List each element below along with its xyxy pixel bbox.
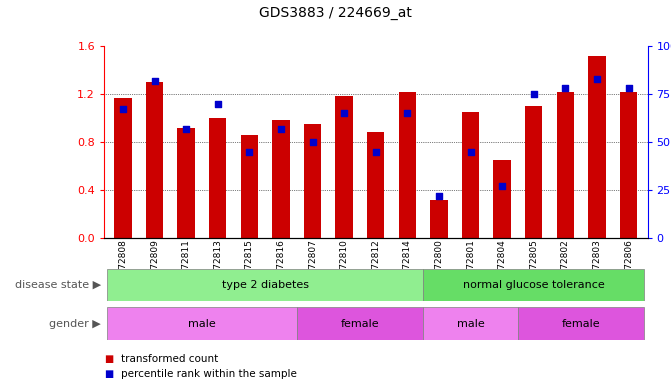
Text: male: male xyxy=(457,318,484,329)
Point xyxy=(528,91,539,97)
Text: percentile rank within the sample: percentile rank within the sample xyxy=(121,369,297,379)
Point xyxy=(465,149,476,155)
Bar xyxy=(304,124,321,238)
Point xyxy=(307,139,318,145)
Bar xyxy=(493,160,511,238)
Bar xyxy=(146,82,163,238)
Bar xyxy=(423,269,644,301)
Point xyxy=(244,149,255,155)
Point xyxy=(276,126,287,132)
Text: female: female xyxy=(562,318,601,329)
Point xyxy=(592,76,603,82)
Bar xyxy=(430,200,448,238)
Text: gender ▶: gender ▶ xyxy=(49,318,101,329)
Text: ■: ■ xyxy=(104,354,113,364)
Point xyxy=(433,193,444,199)
Bar xyxy=(114,98,132,238)
Point xyxy=(180,126,191,132)
Bar xyxy=(107,269,423,301)
Point xyxy=(339,110,350,116)
Point xyxy=(370,149,381,155)
Bar xyxy=(518,307,644,340)
Bar xyxy=(399,92,416,238)
Text: disease state ▶: disease state ▶ xyxy=(15,280,101,290)
Text: GDS3883 / 224669_at: GDS3883 / 224669_at xyxy=(259,6,412,20)
Text: type 2 diabetes: type 2 diabetes xyxy=(221,280,309,290)
Bar xyxy=(177,127,195,238)
Text: transformed count: transformed count xyxy=(121,354,218,364)
Point xyxy=(560,85,571,91)
Bar xyxy=(272,121,290,238)
Text: normal glucose tolerance: normal glucose tolerance xyxy=(463,280,605,290)
Bar xyxy=(241,135,258,238)
Bar xyxy=(525,106,542,238)
Text: ■: ■ xyxy=(104,369,113,379)
Bar xyxy=(107,307,297,340)
Point xyxy=(149,78,160,84)
Bar xyxy=(557,92,574,238)
Point xyxy=(117,106,128,113)
Point xyxy=(213,101,223,107)
Point xyxy=(402,110,413,116)
Text: male: male xyxy=(188,318,216,329)
Bar xyxy=(423,307,518,340)
Bar xyxy=(297,307,423,340)
Text: female: female xyxy=(341,318,379,329)
Point xyxy=(497,183,507,189)
Bar xyxy=(209,118,226,238)
Point xyxy=(623,85,634,91)
Bar xyxy=(462,112,479,238)
Bar xyxy=(588,56,606,238)
Bar xyxy=(620,92,637,238)
Bar xyxy=(336,96,353,238)
Bar xyxy=(367,132,384,238)
